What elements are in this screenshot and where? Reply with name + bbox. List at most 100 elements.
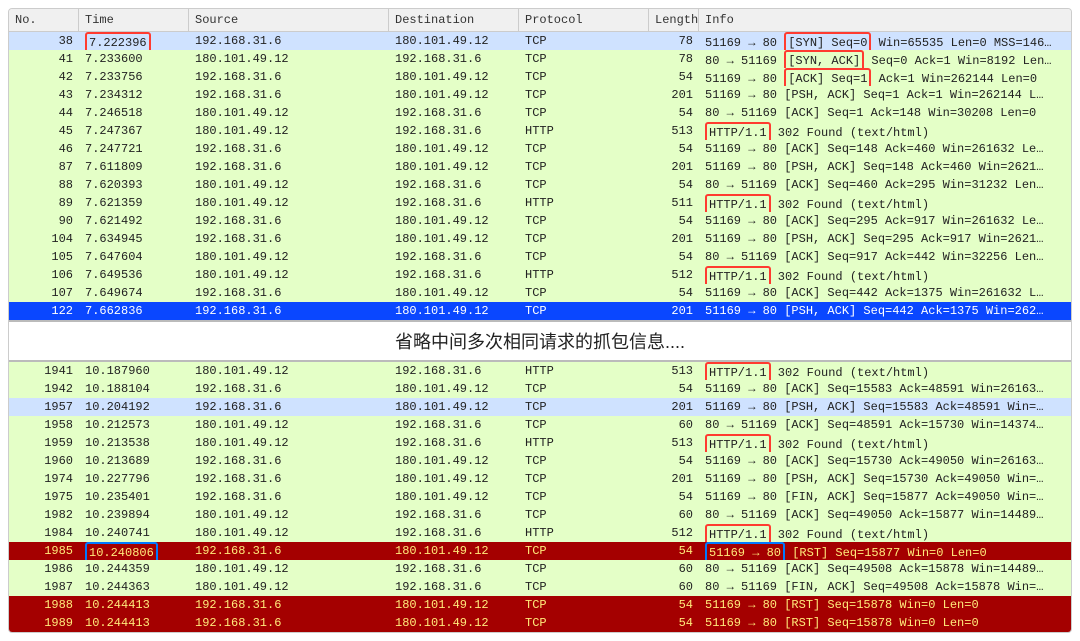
table-row[interactable]: 198510.240806192.168.31.6180.101.49.12TC… bbox=[9, 542, 1071, 560]
cell-protocol: TCP bbox=[519, 284, 649, 302]
col-header-destination[interactable]: Destination bbox=[389, 9, 519, 31]
table-row[interactable]: 387.222396192.168.31.6180.101.49.12TCP78… bbox=[9, 32, 1071, 50]
col-header-no[interactable]: No. bbox=[9, 9, 79, 31]
cell-info: 51169 → 80 [RST] Seq=15878 Win=0 Len=0 bbox=[699, 614, 1071, 632]
cell-info: HTTP/1.1 302 Found (text/html) bbox=[699, 194, 1071, 212]
cell-info: 51169 → 80 [ACK] Seq=1 Ack=1 Win=262144 … bbox=[699, 68, 1071, 86]
cell-no: 41 bbox=[9, 50, 79, 68]
cell-no: 1984 bbox=[9, 524, 79, 542]
cell-length: 201 bbox=[649, 470, 699, 488]
cell-time: 7.662836 bbox=[79, 302, 189, 320]
info-highlight: HTTP/1.1 bbox=[705, 362, 771, 380]
cell-source: 192.168.31.6 bbox=[189, 32, 389, 50]
table-header[interactable]: No. Time Source Destination Protocol Len… bbox=[9, 9, 1071, 32]
info-text: [PSH, ACK] Seq=15730 Ack=49050 Win=… bbox=[777, 472, 1043, 486]
table-row[interactable]: 417.233600180.101.49.12192.168.31.6TCP78… bbox=[9, 50, 1071, 68]
col-header-length[interactable]: Length bbox=[649, 9, 699, 31]
cell-time: 7.222396 bbox=[79, 32, 189, 50]
cell-destination: 180.101.49.12 bbox=[389, 452, 519, 470]
info-text: 51169 → 80 bbox=[705, 382, 777, 396]
table-row[interactable]: 197510.235401192.168.31.6180.101.49.12TC… bbox=[9, 488, 1071, 506]
table-row[interactable]: 194110.187960180.101.49.12192.168.31.6HT… bbox=[9, 362, 1071, 380]
info-text: 51169 → 80 bbox=[705, 160, 777, 174]
table-row[interactable]: 195910.213538180.101.49.12192.168.31.6HT… bbox=[9, 434, 1071, 452]
cell-source: 192.168.31.6 bbox=[189, 158, 389, 176]
table-row[interactable]: 195710.204192192.168.31.6180.101.49.12TC… bbox=[9, 398, 1071, 416]
table-row[interactable]: 467.247721192.168.31.6180.101.49.12TCP54… bbox=[9, 140, 1071, 158]
info-text: [PSH, ACK] Seq=295 Ack=917 Win=2621… bbox=[777, 232, 1043, 246]
table-row[interactable]: 198910.244413192.168.31.6180.101.49.12TC… bbox=[9, 614, 1071, 632]
table-row[interactable]: 907.621492192.168.31.6180.101.49.12TCP54… bbox=[9, 212, 1071, 230]
table-row[interactable]: 447.246518180.101.49.12192.168.31.6TCP54… bbox=[9, 104, 1071, 122]
info-text: [ACK] Seq=442 Ack=1375 Win=261632 L… bbox=[777, 286, 1043, 300]
info-highlight: HTTP/1.1 bbox=[705, 194, 771, 212]
table-row[interactable]: 1057.647604180.101.49.12192.168.31.6TCP5… bbox=[9, 248, 1071, 266]
cell-destination: 192.168.31.6 bbox=[389, 506, 519, 524]
table-row[interactable]: 198810.244413192.168.31.6180.101.49.12TC… bbox=[9, 596, 1071, 614]
col-header-info[interactable]: Info bbox=[699, 9, 1071, 31]
cell-time: 10.187960 bbox=[79, 362, 189, 380]
cell-source: 180.101.49.12 bbox=[189, 248, 389, 266]
cell-time: 7.233756 bbox=[79, 68, 189, 86]
cell-info: 51169 → 80 [ACK] Seq=295 Ack=917 Win=261… bbox=[699, 212, 1071, 230]
cell-no: 1960 bbox=[9, 452, 79, 470]
cell-length: 513 bbox=[649, 122, 699, 140]
table-row[interactable]: 195810.212573180.101.49.12192.168.31.6TC… bbox=[9, 416, 1071, 434]
cell-destination: 192.168.31.6 bbox=[389, 266, 519, 284]
table-row[interactable]: 1047.634945192.168.31.6180.101.49.12TCP2… bbox=[9, 230, 1071, 248]
info-text: 80 → 51169 bbox=[705, 580, 777, 594]
cell-protocol: TCP bbox=[519, 140, 649, 158]
cell-destination: 180.101.49.12 bbox=[389, 284, 519, 302]
info-text: 51169 → 80 bbox=[705, 472, 777, 486]
cell-protocol: TCP bbox=[519, 506, 649, 524]
cell-length: 201 bbox=[649, 302, 699, 320]
time-highlight: 7.222396 bbox=[85, 32, 151, 50]
cell-no: 1988 bbox=[9, 596, 79, 614]
table-row[interactable]: 897.621359180.101.49.12192.168.31.6HTTP5… bbox=[9, 194, 1071, 212]
cell-time: 7.234312 bbox=[79, 86, 189, 104]
cell-destination: 192.168.31.6 bbox=[389, 194, 519, 212]
info-text: [RST] Seq=15878 Win=0 Len=0 bbox=[777, 598, 979, 612]
table-row[interactable]: 1227.662836192.168.31.6180.101.49.12TCP2… bbox=[9, 302, 1071, 320]
cell-source: 180.101.49.12 bbox=[189, 362, 389, 380]
table-row[interactable]: 198410.240741180.101.49.12192.168.31.6HT… bbox=[9, 524, 1071, 542]
cell-info: HTTP/1.1 302 Found (text/html) bbox=[699, 362, 1071, 380]
table-row[interactable]: 887.620393180.101.49.12192.168.31.6TCP54… bbox=[9, 176, 1071, 194]
info-highlight: HTTP/1.1 bbox=[705, 122, 771, 140]
cell-length: 54 bbox=[649, 452, 699, 470]
table-row[interactable]: 198710.244363180.101.49.12192.168.31.6TC… bbox=[9, 578, 1071, 596]
info-text: [PSH, ACK] Seq=442 Ack=1375 Win=262… bbox=[777, 304, 1043, 318]
cell-protocol: HTTP bbox=[519, 434, 649, 452]
cell-time: 7.611809 bbox=[79, 158, 189, 176]
cell-destination: 192.168.31.6 bbox=[389, 524, 519, 542]
cell-destination: 192.168.31.6 bbox=[389, 362, 519, 380]
cell-destination: 192.168.31.6 bbox=[389, 578, 519, 596]
table-row[interactable]: 437.234312192.168.31.6180.101.49.12TCP20… bbox=[9, 86, 1071, 104]
info-text: 51169 → 80 bbox=[705, 142, 777, 156]
cell-source: 180.101.49.12 bbox=[189, 560, 389, 578]
cell-no: 1975 bbox=[9, 488, 79, 506]
col-header-protocol[interactable]: Protocol bbox=[519, 9, 649, 31]
col-header-time[interactable]: Time bbox=[79, 9, 189, 31]
table-row[interactable]: 457.247367180.101.49.12192.168.31.6HTTP5… bbox=[9, 122, 1071, 140]
table-row[interactable]: 877.611809192.168.31.6180.101.49.12TCP20… bbox=[9, 158, 1071, 176]
cell-destination: 192.168.31.6 bbox=[389, 434, 519, 452]
table-row[interactable]: 196010.213689192.168.31.6180.101.49.12TC… bbox=[9, 452, 1071, 470]
table-row[interactable]: 197410.227796192.168.31.6180.101.49.12TC… bbox=[9, 470, 1071, 488]
cell-no: 87 bbox=[9, 158, 79, 176]
info-text: 51169 → 80 bbox=[705, 214, 777, 228]
cell-protocol: HTTP bbox=[519, 524, 649, 542]
cell-destination: 192.168.31.6 bbox=[389, 122, 519, 140]
table-row[interactable]: 198610.244359180.101.49.12192.168.31.6TC… bbox=[9, 560, 1071, 578]
table-row[interactable]: 1067.649536180.101.49.12192.168.31.6HTTP… bbox=[9, 266, 1071, 284]
info-text: 51169 → 80 bbox=[705, 400, 777, 414]
cell-time: 10.213689 bbox=[79, 452, 189, 470]
table-row[interactable]: 427.233756192.168.31.6180.101.49.12TCP54… bbox=[9, 68, 1071, 86]
cell-info: 80 → 51169 [ACK] Seq=49050 Ack=15877 Win… bbox=[699, 506, 1071, 524]
info-highlight: 51169 → 80 bbox=[705, 542, 785, 560]
table-row[interactable]: 198210.239894180.101.49.12192.168.31.6TC… bbox=[9, 506, 1071, 524]
col-header-source[interactable]: Source bbox=[189, 9, 389, 31]
info-text: 51169 → 80 bbox=[705, 232, 777, 246]
table-row[interactable]: 1077.649674192.168.31.6180.101.49.12TCP5… bbox=[9, 284, 1071, 302]
table-row[interactable]: 194210.188104192.168.31.6180.101.49.12TC… bbox=[9, 380, 1071, 398]
